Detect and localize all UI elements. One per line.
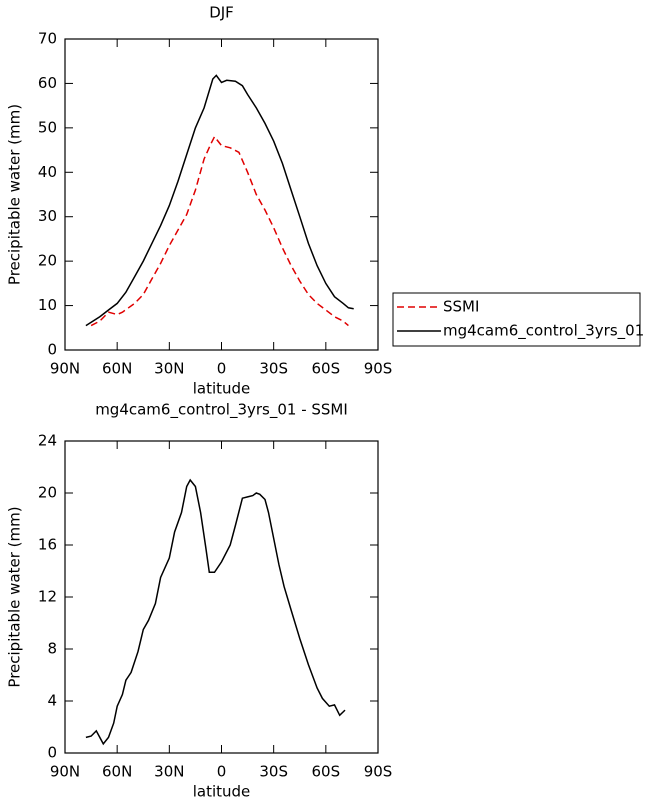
- y-tick-label: 24: [38, 432, 57, 450]
- x-tick-label: 60N: [102, 763, 132, 781]
- y-axis-label: Precipitable water (mm): [6, 104, 24, 285]
- legend-label: SSMI: [443, 298, 479, 316]
- x-tick-label: 0: [217, 763, 227, 781]
- x-tick-label: 30S: [259, 763, 288, 781]
- y-tick-label: 40: [38, 163, 57, 181]
- legend-box: [392, 292, 641, 347]
- y-tick-label: 4: [47, 692, 57, 710]
- y-tick-label: 16: [38, 536, 57, 554]
- x-tick-label: 60S: [312, 360, 341, 378]
- y-axis-label: Precipitable water (mm): [6, 506, 24, 687]
- x-tick-label: 90S: [364, 763, 393, 781]
- y-tick-label: 70: [38, 30, 57, 48]
- x-tick-label: 30S: [259, 360, 288, 378]
- y-tick-label: 10: [38, 296, 57, 314]
- y-tick-label: 0: [47, 744, 57, 762]
- chart-title: mg4cam6_control_3yrs_01 - SSMI: [95, 401, 348, 420]
- x-tick-label: 90N: [50, 763, 80, 781]
- x-tick-label: 30N: [154, 763, 184, 781]
- x-axis-label: latitude: [193, 380, 251, 398]
- y-tick-label: 0: [47, 341, 57, 359]
- y-tick-label: 20: [38, 484, 57, 502]
- x-tick-label: 60S: [312, 763, 341, 781]
- y-tick-label: 8: [47, 640, 57, 658]
- x-axis-label: latitude: [193, 783, 251, 801]
- chart-title: DJF: [209, 4, 234, 22]
- x-tick-label: 60N: [102, 360, 132, 378]
- x-tick-label: 0: [217, 360, 227, 378]
- x-tick-label: 90N: [50, 360, 80, 378]
- y-tick-label: 12: [38, 588, 57, 606]
- plot-frame: [64, 38, 379, 351]
- legend-label: mg4cam6_control_3yrs_01: [443, 322, 644, 341]
- data-line: [85, 74, 354, 327]
- y-tick-label: 20: [38, 252, 57, 270]
- y-tick-label: 50: [38, 118, 57, 136]
- x-tick-label: 90S: [364, 360, 393, 378]
- x-tick-label: 30N: [154, 360, 184, 378]
- y-tick-label: 60: [38, 74, 57, 92]
- data-line: [85, 478, 346, 746]
- data-line: [90, 135, 349, 327]
- y-tick-label: 30: [38, 207, 57, 225]
